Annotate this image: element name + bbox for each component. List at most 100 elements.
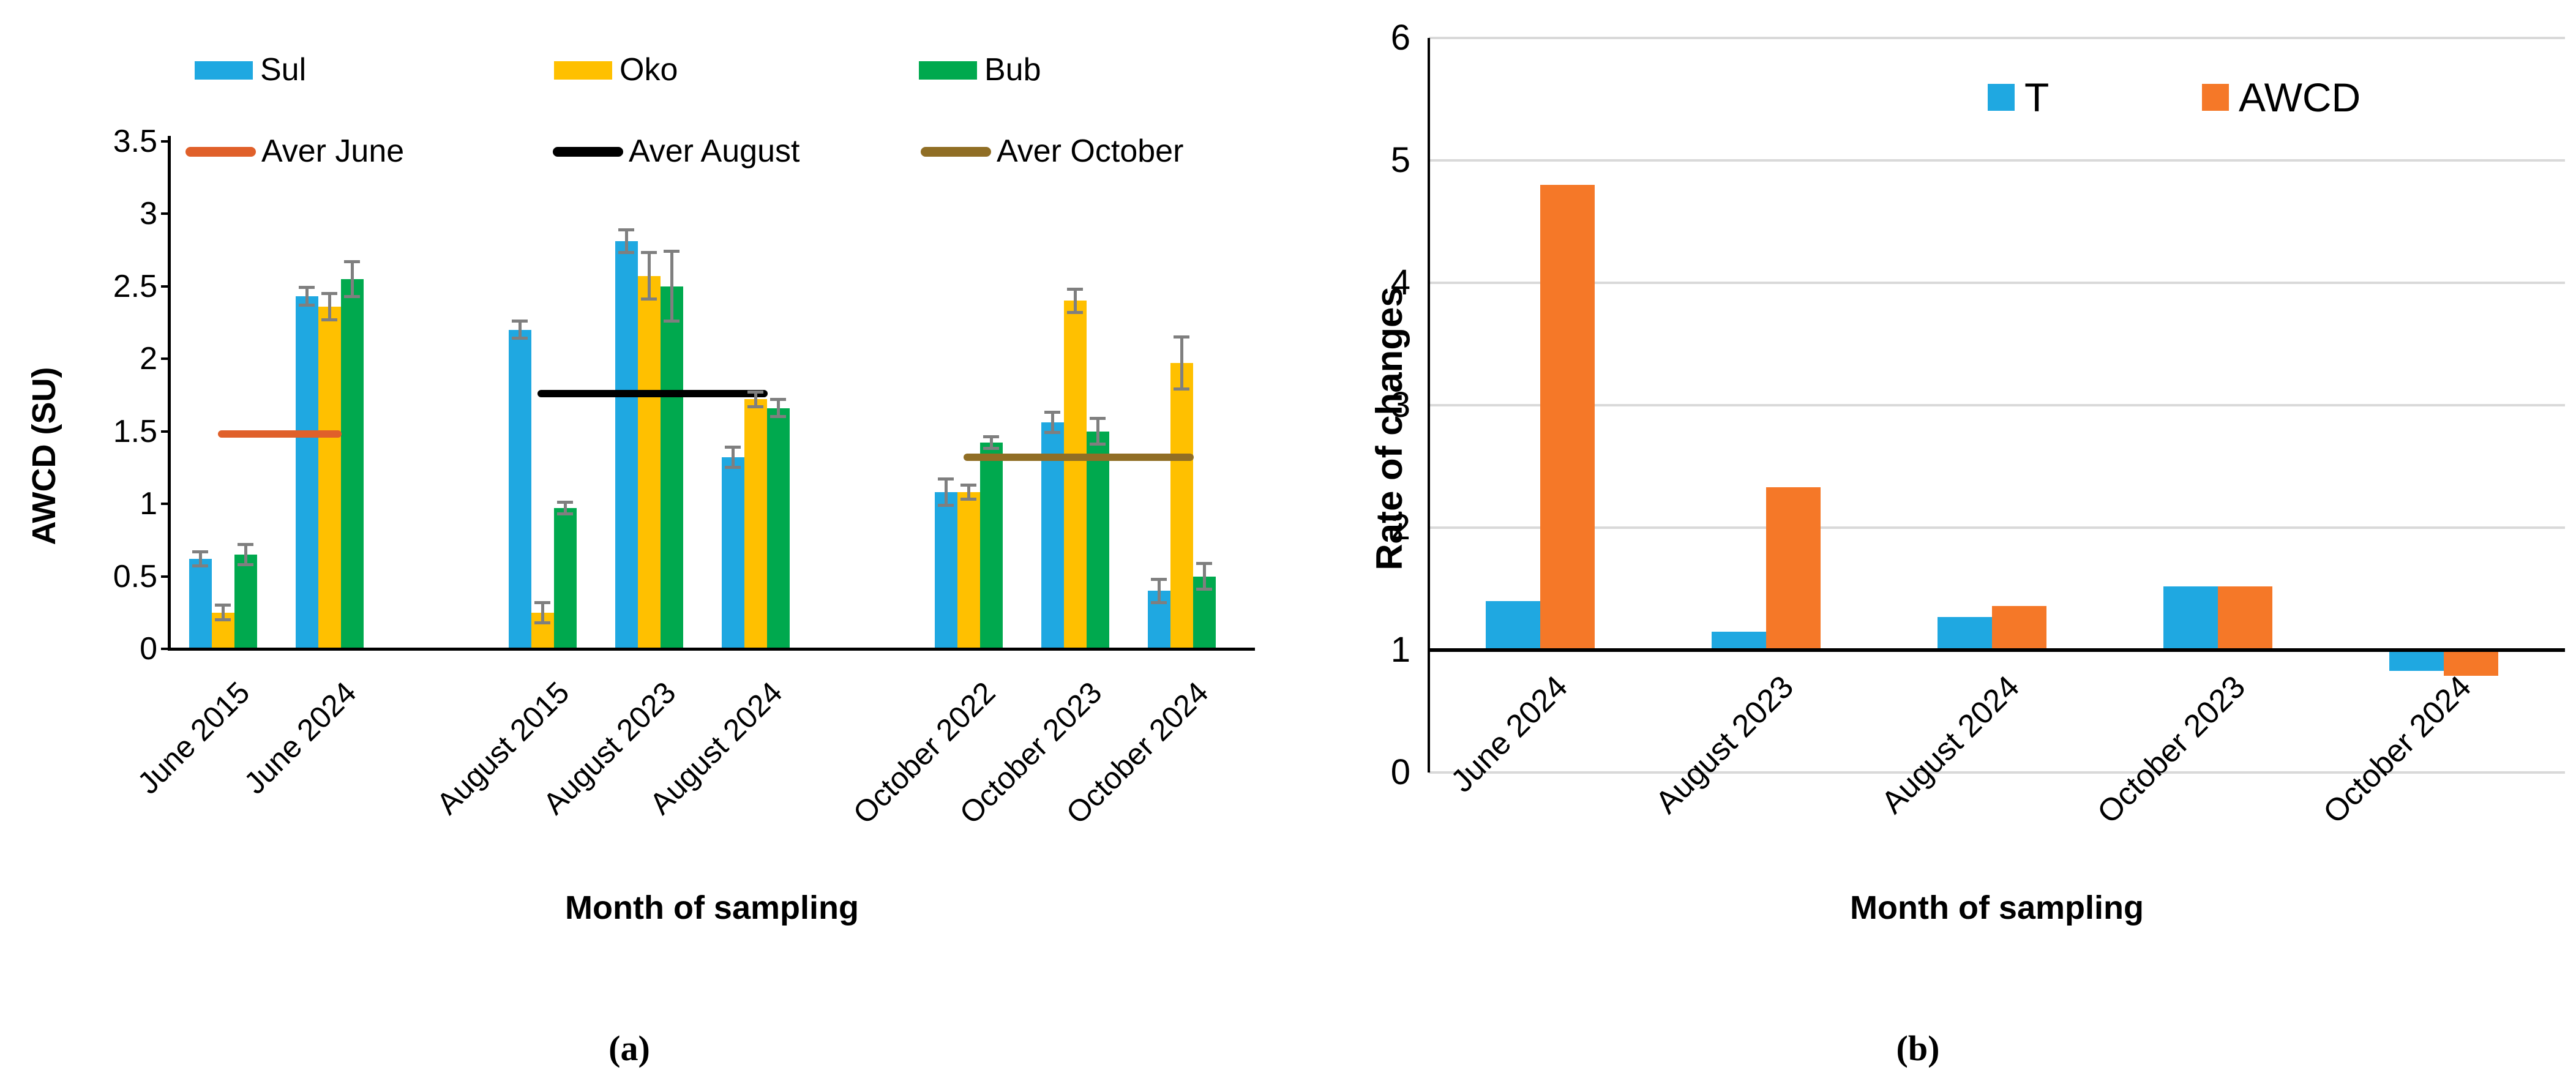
error-bar-line [198,552,202,566]
x-label-october-2024: October 2024 [2316,669,2479,831]
error-bar-cap [641,251,657,255]
bar-sul-october-2022 [934,492,957,649]
bar-sul-june-2024 [295,296,318,649]
error-bar-cap [938,503,954,507]
error-bar-line [1157,579,1161,603]
bar-oko-october-2024 [1170,363,1193,649]
error-bar-line [1050,412,1054,433]
error-bar-cap [1151,577,1167,581]
error-bar-line [541,602,544,623]
error-bar-cap [770,415,786,419]
error-bar-line [647,252,651,299]
error-bar-line [754,392,757,407]
y-tick-mark-a [161,575,170,578]
legend-swatch-bub-icon [919,61,977,80]
y-axis-line-b [1428,38,1430,772]
bar-t-october-2024 [2389,650,2444,671]
error-bar-line [670,251,673,321]
error-bar-cap [1090,443,1106,446]
error-bar-cap [983,447,999,451]
error-bar-cap [238,563,253,567]
y-tick-mark-a [161,648,170,650]
y-tick-label-a: 0 [140,631,157,667]
error-bar-cap [238,542,253,546]
error-bar-cap [770,397,786,401]
legend-label-aver-august: Aver August [629,133,800,169]
gridline-b [1429,159,2565,162]
gridline-b [1429,282,2565,284]
bar-sul-august-2024 [721,457,744,649]
y-tick-mark-a [161,285,170,288]
legend-swatch-oko-icon [554,61,612,80]
error-bar-cap [725,446,741,449]
error-bar-cap [1044,411,1060,414]
bar-sul-august-2015 [508,329,531,649]
gridline-b [1429,771,2565,774]
y-tick-label-a: 0.5 [113,558,157,594]
legend-label-aver-june: Aver June [261,133,405,169]
y-tick-label-a: 3 [140,196,157,231]
y-tick-label-b: 6 [1390,18,1410,58]
error-bar-line [328,293,331,320]
error-bar-cap [618,228,634,231]
bar-bub-october-2023 [1086,431,1109,649]
bar-oko-june-2024 [318,306,341,649]
error-bar-cap [512,337,528,340]
panel-caption-b: (b) [1896,1028,1940,1068]
error-bar-cap [725,466,741,469]
error-bar-cap [960,483,976,487]
avg-line-aver-june [218,430,342,438]
error-bar-line [221,605,225,620]
y-tick-label-b: 3 [1390,385,1410,425]
x-label-june-2024: June 2024 [1444,669,1575,799]
x-axis-title-b: Month of sampling [1850,889,2144,926]
error-bar-line [1073,289,1077,313]
x-axis-line-a [168,648,1255,651]
error-bar-line [350,261,354,297]
error-bar-cap [321,318,337,321]
y-tick-mark-a [161,140,170,143]
y-tick-label-a: 1.5 [113,413,157,449]
error-bar-cap [747,405,763,408]
bar-oko-october-2022 [957,492,980,649]
error-bar-line [944,479,948,506]
bar-bub-august-2023 [660,286,683,649]
bar-bub-june-2024 [340,279,364,649]
avg-line-aver-august [537,389,768,397]
legend-line-aver-august-icon [553,147,623,157]
y-tick-label-a: 1 [140,486,157,522]
error-bar-cap [534,600,550,604]
bar-t-june-2024 [1486,601,1540,650]
gridline-b [1429,37,2565,39]
error-bar-line [305,287,309,305]
error-bar-cap [321,291,337,295]
error-bar-line [563,502,567,514]
error-bar-cap [1044,431,1060,435]
bar-sul-august-2023 [615,241,638,649]
avg-line-aver-october [964,454,1194,462]
error-bar-cap [215,604,231,607]
bar-bub-august-2024 [766,408,790,649]
bar-bub-june-2015 [234,554,257,649]
bar-oko-october-2023 [1063,301,1087,649]
legend-swatch-sul-icon [195,61,253,80]
error-bar-line [776,399,780,417]
legend-swatch-t-icon [1988,84,2015,111]
bar-awcd-october-2023 [2218,586,2272,650]
y-axis-title-b: Rate of changes [1369,286,1410,570]
panel-caption-a: (a) [608,1028,650,1068]
error-bar-cap [1196,561,1212,565]
error-bar-cap [1067,287,1083,291]
bar-sul-june-2015 [189,559,212,649]
error-bar-cap [1196,588,1212,591]
error-bar-line [731,447,735,468]
bar-t-august-2024 [1938,617,1992,650]
error-bar-cap [192,550,208,553]
y-tick-label-b: 0 [1390,752,1410,792]
gridline-b [1429,404,2565,406]
bar-awcd-june-2024 [1540,185,1595,650]
